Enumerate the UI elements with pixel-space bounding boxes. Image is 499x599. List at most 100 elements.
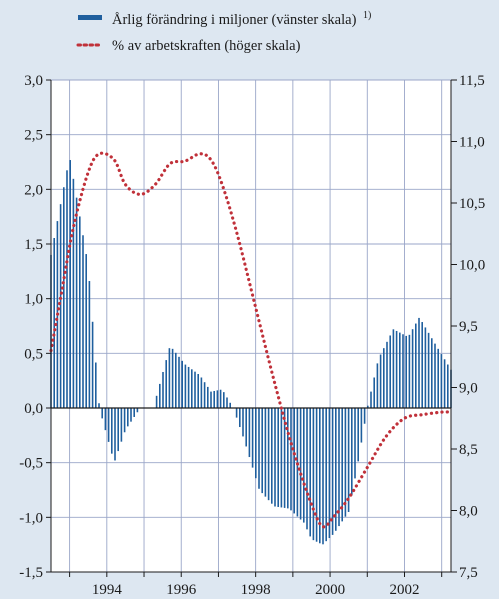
bar xyxy=(184,364,187,408)
bar xyxy=(309,408,311,537)
left-tick-label: 2,5 xyxy=(24,128,43,144)
bar xyxy=(88,281,91,408)
bar xyxy=(328,408,331,539)
bar xyxy=(370,391,372,408)
bar xyxy=(127,408,129,427)
legend-bar-swatch xyxy=(78,15,102,20)
bar xyxy=(402,334,404,408)
bar xyxy=(319,408,321,544)
bar xyxy=(283,408,286,508)
bar xyxy=(274,408,276,507)
legend-bar-label: Årlig förändring i miljoner (vänster ska… xyxy=(112,10,371,28)
bar xyxy=(101,408,103,419)
bar xyxy=(242,408,244,437)
legend: Årlig förändring i miljoner (vänster ska… xyxy=(76,10,371,54)
bar xyxy=(440,354,443,408)
bar xyxy=(443,359,446,408)
x-tick-label: 1998 xyxy=(241,582,271,598)
bar xyxy=(447,364,449,408)
bar xyxy=(219,389,222,408)
left-tick-label: -0,5 xyxy=(19,456,43,472)
bar xyxy=(341,408,343,522)
bar xyxy=(290,408,292,511)
right-tick-label: 8,0 xyxy=(459,504,478,520)
bar xyxy=(210,391,212,408)
bar xyxy=(155,395,158,408)
x-tick-label: 1996 xyxy=(166,582,197,598)
right-tick-label: 8,5 xyxy=(459,442,478,458)
bar xyxy=(287,408,289,509)
right-tick-label: 11,0 xyxy=(459,135,485,151)
bar xyxy=(306,408,308,530)
bar xyxy=(162,371,164,408)
left-tick-label: 1,5 xyxy=(24,237,43,253)
bar xyxy=(386,341,388,408)
right-tick-label: 10,5 xyxy=(459,196,485,212)
bar xyxy=(379,354,382,408)
bar xyxy=(437,348,439,408)
x-axis-tick-labels: 1994 1996 1998 2000 2002 xyxy=(92,582,420,598)
bar xyxy=(159,383,161,408)
bar xyxy=(389,335,391,408)
bar xyxy=(296,408,299,517)
bar xyxy=(191,369,193,408)
bar xyxy=(363,408,366,424)
left-tick-label: -1,5 xyxy=(19,565,43,581)
bar xyxy=(123,408,126,433)
bar xyxy=(207,386,209,408)
bar xyxy=(411,329,414,408)
bar xyxy=(117,408,119,452)
bar xyxy=(405,335,407,408)
bar xyxy=(335,408,337,531)
bar xyxy=(431,338,433,408)
legend-line-label: % av arbetskraften (höger skala) xyxy=(112,38,301,54)
bar xyxy=(98,403,100,408)
right-tick-label: 10,0 xyxy=(459,258,485,274)
bar xyxy=(267,408,270,501)
bar xyxy=(367,405,369,408)
bar xyxy=(168,348,171,408)
left-tick-label: 0,0 xyxy=(24,401,43,417)
bar xyxy=(216,390,219,408)
right-tick-label: 9,0 xyxy=(459,381,478,397)
bar xyxy=(415,323,417,408)
x-tick-label: 1994 xyxy=(92,582,123,598)
right-tick-label: 7,5 xyxy=(459,565,478,581)
bar xyxy=(165,360,167,408)
bar xyxy=(95,362,97,408)
bar xyxy=(213,390,215,408)
left-tick-label: 3,0 xyxy=(24,73,43,89)
bar xyxy=(248,408,251,458)
right-tick-label: 11,5 xyxy=(459,73,485,89)
left-axis-tick-labels: 3,0 2,5 2,0 1,5 1,0 0,5 0,0 -0,5 -1,0 -1,5 xyxy=(19,73,43,581)
bar xyxy=(69,160,71,408)
bar xyxy=(392,329,395,408)
x-tick-label: 2002 xyxy=(389,582,419,598)
bar xyxy=(251,408,254,468)
bar xyxy=(63,187,65,408)
bar xyxy=(181,360,183,408)
bar xyxy=(82,235,84,408)
bar xyxy=(280,408,283,508)
bar xyxy=(223,392,225,408)
bar xyxy=(255,408,257,479)
left-tick-label: 1,0 xyxy=(24,292,43,308)
right-tick-label: 9,5 xyxy=(459,319,478,335)
right-axis-tick-labels: 11,5 11,0 10,5 10,0 9,5 9,0 8,5 8,0 7,5 xyxy=(459,73,485,581)
bar xyxy=(75,197,78,408)
bar xyxy=(271,408,273,504)
bar xyxy=(79,216,81,408)
bar xyxy=(175,352,177,408)
bar xyxy=(303,408,305,523)
bar xyxy=(130,408,132,422)
line-series xyxy=(49,151,453,529)
bar xyxy=(178,356,180,408)
bar xyxy=(418,317,420,408)
bar xyxy=(347,408,350,512)
left-tick-label: 2,0 xyxy=(24,182,43,198)
left-tick-label: -1,0 xyxy=(19,510,43,526)
left-tick-label: 0,5 xyxy=(24,346,43,362)
bar xyxy=(258,408,260,489)
bar xyxy=(114,408,116,461)
